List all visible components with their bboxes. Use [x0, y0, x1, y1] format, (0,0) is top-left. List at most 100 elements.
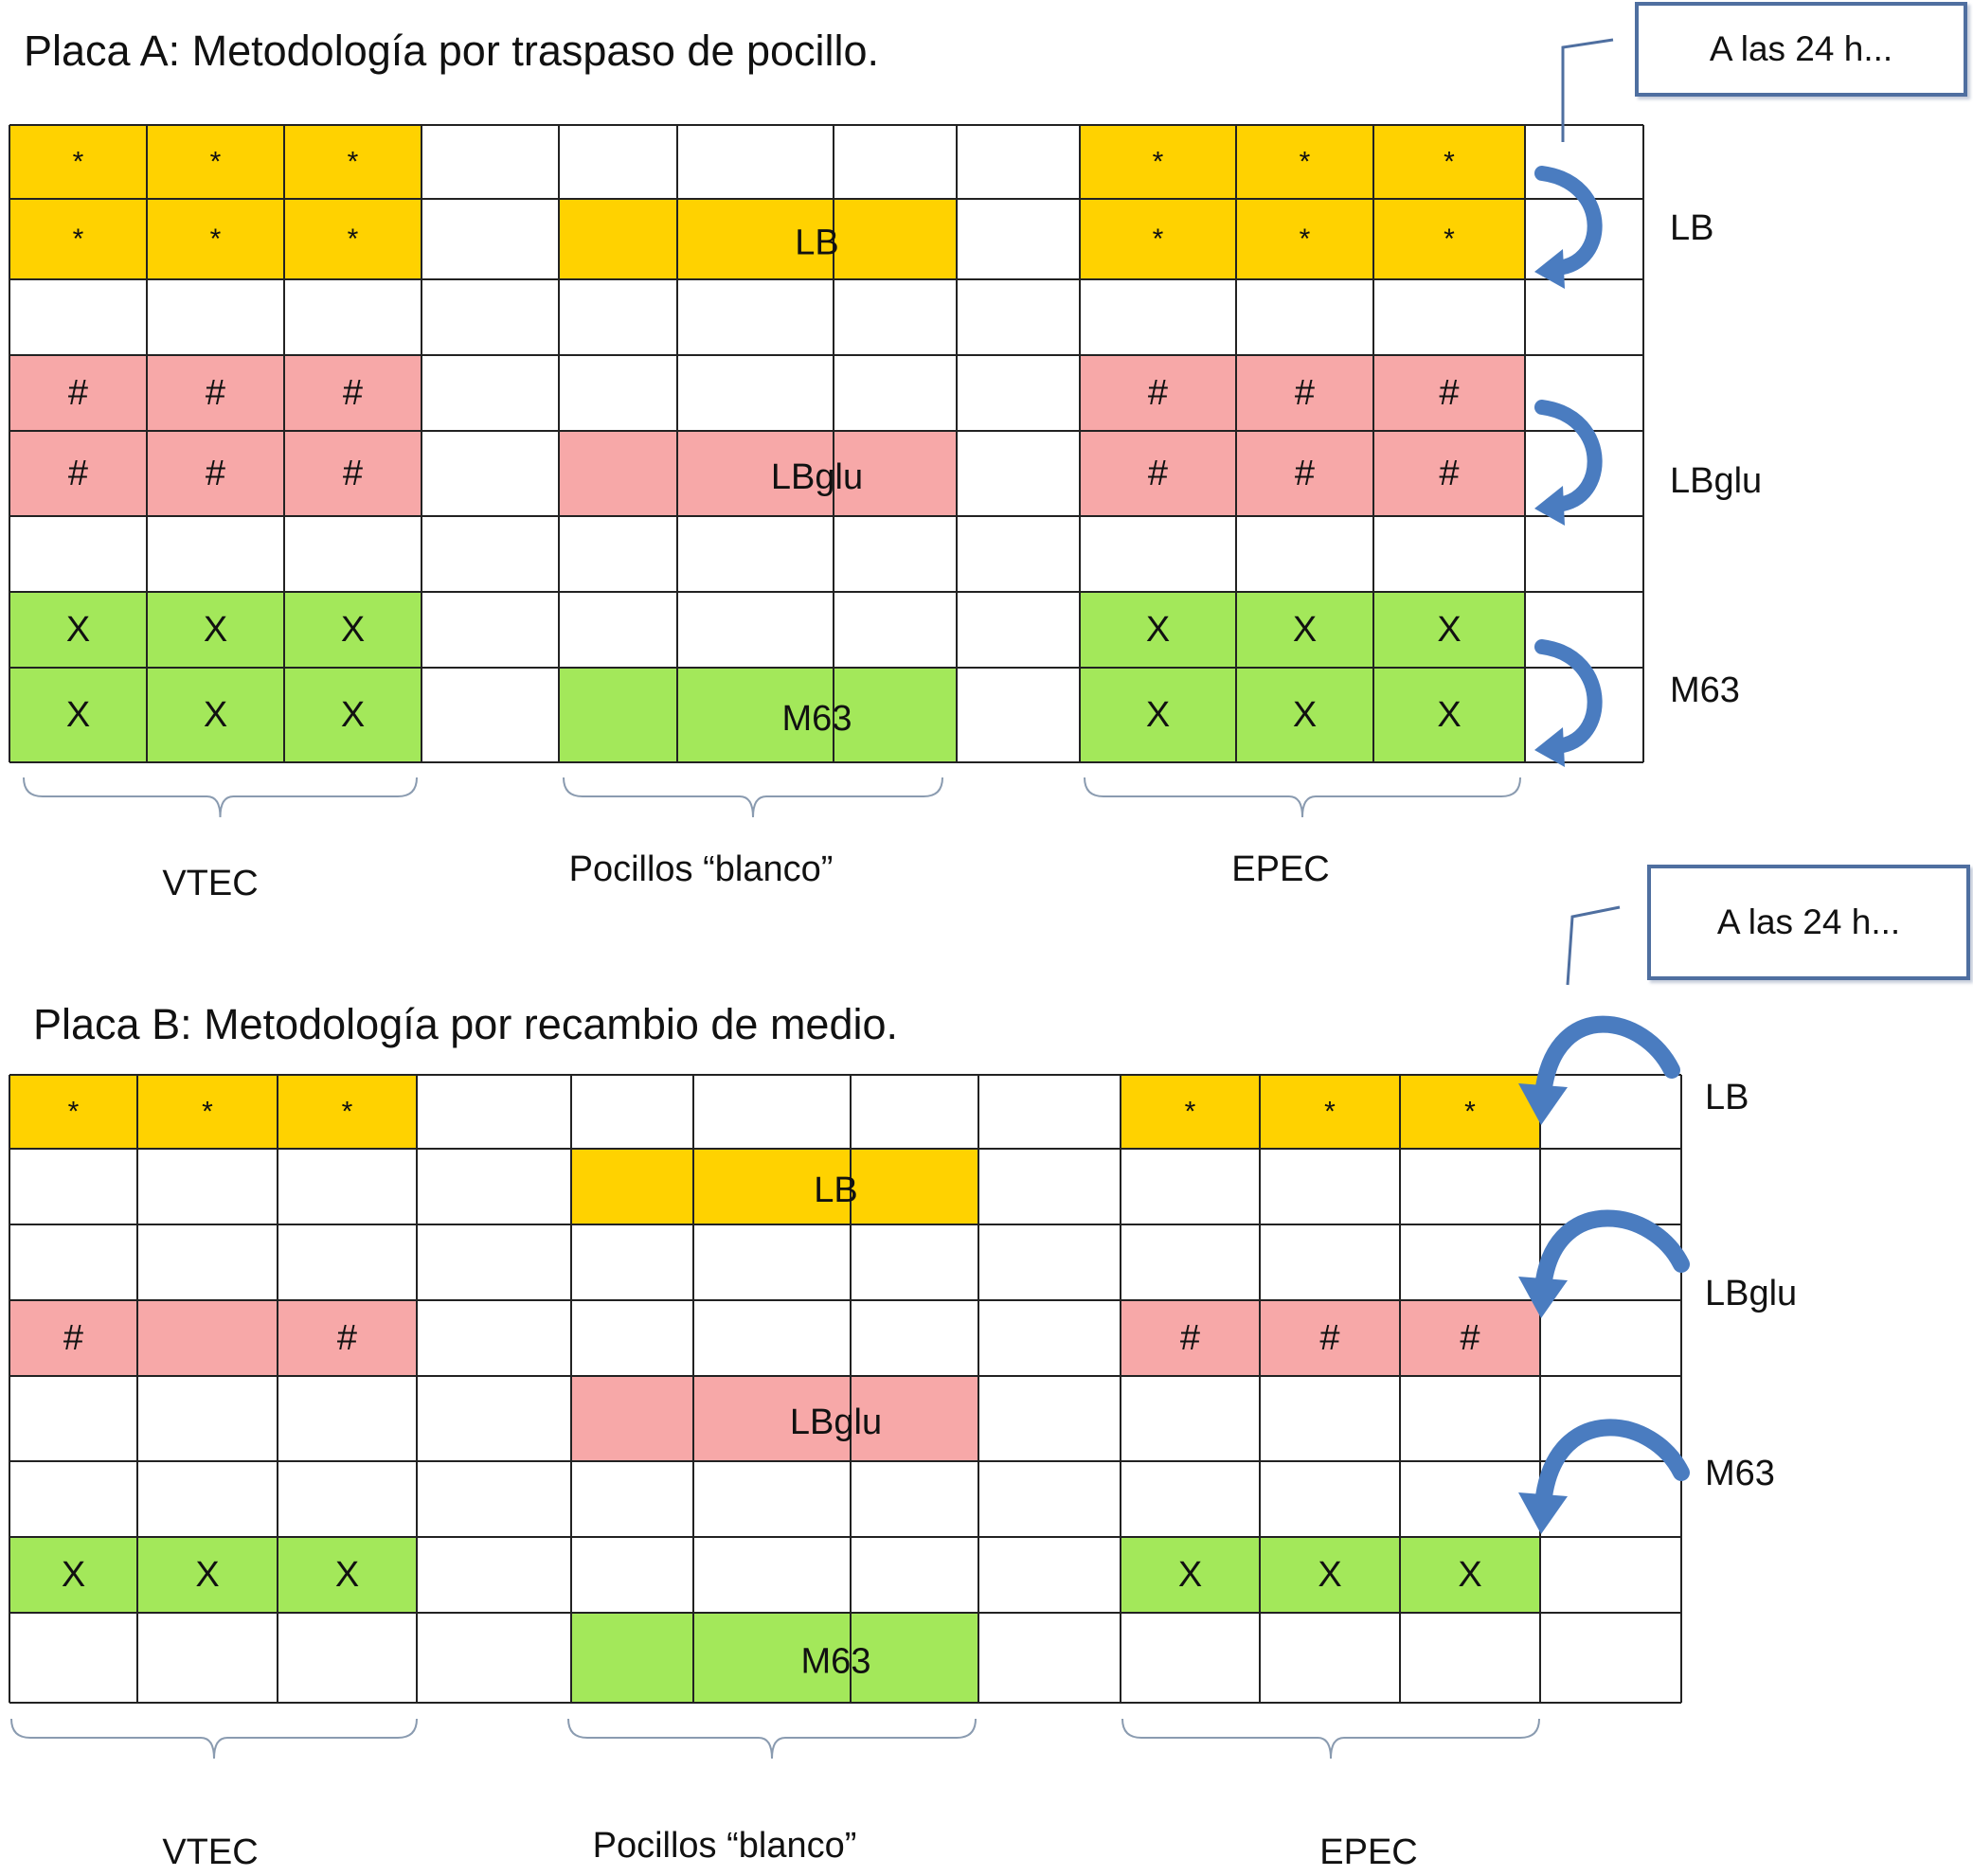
plate_b-well-mark-lbglu: #: [63, 1318, 83, 1358]
plate_b-well-mark-m63: X: [335, 1555, 359, 1595]
plate_a-well-mark-lb: *: [348, 223, 359, 255]
plate_a-well-mark-lb: *: [1153, 223, 1164, 255]
plate_a-well-mark-lbglu: #: [68, 454, 88, 493]
plate-b-row-label-lb: LB: [1705, 1078, 1749, 1117]
plate_b-blank-label-m63: M63: [801, 1642, 871, 1682]
plate_a-group-brace-blank: [563, 777, 943, 818]
plate-a-transfer-arrow-m63: [1534, 639, 1603, 755]
plate_a-fill-m63: [1080, 592, 1525, 668]
plate_a-well-mark-lb: *: [1300, 147, 1311, 178]
plate_b-fill-lbglu: [1121, 1300, 1540, 1376]
plate_a-fill-m63: [9, 668, 422, 762]
plate-b-group-vtec: VTEC: [162, 1832, 259, 1872]
plate_a-well-mark-lb: *: [73, 223, 84, 255]
plate_a-well-mark-m63: X: [1146, 610, 1170, 650]
plate_a-well-mark-lbglu: #: [68, 373, 88, 413]
plate_b-well-mark-lb: *: [68, 1097, 80, 1128]
plate_b-fill-lb: [571, 1149, 978, 1224]
plate_a-well-mark-lb: *: [73, 147, 84, 178]
plate_b-well-mark-lbglu: #: [1180, 1318, 1200, 1358]
plate_b-fill-m63: [571, 1613, 978, 1703]
plate-b-replace-arrow-m63: [1535, 1419, 1690, 1505]
plate_a-well-mark-m63: X: [341, 695, 365, 735]
plate_a-blank-label-lbglu: LBglu: [771, 457, 863, 497]
plate_b-well-mark-lbglu: #: [337, 1318, 357, 1358]
plate_a-well-mark-lb: *: [348, 147, 359, 178]
plate-a-transfer-arrow-m63-head: [1534, 727, 1565, 767]
plate_a-well-mark-lbglu: #: [1439, 454, 1459, 493]
plate_a-fill-lb: [9, 199, 422, 279]
plate_b-well-mark-lb: *: [342, 1097, 353, 1128]
plate_a-well-mark-lb: *: [1444, 147, 1455, 178]
plate_a-fill-lbglu: [559, 431, 957, 516]
plate-a-transfer-arrow-lbglu: [1534, 400, 1603, 513]
plate_a-well-mark-lbglu: #: [1148, 454, 1168, 493]
plate_b-well-mark-m63: X: [1318, 1555, 1341, 1595]
plate-b-row-label-lbglu: LBglu: [1705, 1274, 1798, 1313]
plate-a-group-blank: Pocillos “blanco”: [568, 849, 834, 889]
plate-b-title: Placa B: Metodología por recambio de med…: [33, 1000, 899, 1048]
plate_a-well-mark-lbglu: #: [1295, 373, 1315, 413]
plate_a-well-mark-lb: *: [1153, 147, 1164, 178]
plate_b-fill-m63: [9, 1537, 417, 1613]
plate_b-fill-lbglu: [571, 1376, 978, 1461]
plate-a-title: Placa A: Metodología por traspaso de poc…: [24, 27, 880, 75]
plate_a-blank-label-m63: M63: [782, 699, 852, 739]
plate_a-well-mark-lbglu: #: [1148, 373, 1168, 413]
plate_b-well-mark-lbglu: #: [1319, 1318, 1339, 1358]
plate_a-well-mark-m63: X: [1293, 695, 1317, 735]
plate-b-replace-arrow-lbglu-head: [1518, 1277, 1568, 1318]
plate_a-fill-lbglu: [1080, 431, 1525, 516]
plate_a-fill-lb: [9, 125, 422, 199]
plate_a-note-connector: [1561, 38, 1614, 142]
plate_a-group-brace-epec: [1084, 777, 1521, 818]
plate_b-well-mark-lb: *: [202, 1097, 213, 1128]
plate_a-fill-lb: [1080, 199, 1525, 279]
plate_b-group-brace-blank: [567, 1718, 977, 1760]
plate_a-fill-lbglu: [9, 355, 422, 431]
plate-b-replace-arrow-lb-head: [1518, 1083, 1568, 1125]
plate_a-fill-lb: [1080, 125, 1525, 199]
plate_a-well-mark-m63: X: [1293, 610, 1317, 650]
plate_b-note-connector: [1566, 905, 1621, 986]
plate-a-row-label-lb: LB: [1670, 208, 1714, 248]
plate_a-well-mark-m63: X: [204, 610, 227, 650]
plate-a-group-epec: EPEC: [1231, 849, 1330, 889]
plate-b-replace-arrow-lb: [1535, 1015, 1680, 1096]
plate_b-well-mark-lb: *: [1464, 1097, 1476, 1128]
plate-b-note-box: A las 24 h...: [1647, 865, 1970, 980]
plate_a-well-mark-m63: X: [1437, 610, 1461, 650]
plate_b-blank-label-lbglu: LBglu: [790, 1403, 882, 1442]
plate_b-well-mark-m63: X: [62, 1555, 85, 1595]
plate-a-note-box: A las 24 h...: [1635, 2, 1967, 97]
plate_a-well-mark-m63: X: [1146, 695, 1170, 735]
plate_b-fill-lb: [1121, 1075, 1540, 1149]
plate_a-well-mark-m63: X: [66, 695, 90, 735]
plate_b-well-mark-lb: *: [1324, 1097, 1336, 1128]
plate-a-row-label-lbglu: LBglu: [1670, 461, 1763, 501]
plate_a-fill-m63: [559, 668, 957, 762]
plate_a-well-mark-lbglu: #: [343, 454, 363, 493]
plate_a-well-mark-lb: *: [1300, 223, 1311, 255]
plate-a-transfer-arrow-lb-head: [1534, 249, 1565, 289]
plate_b-well-mark-lbglu: #: [1460, 1318, 1480, 1358]
plate-a-row-label-m63: M63: [1670, 670, 1740, 710]
plate_a-group-brace-vtec: [23, 777, 418, 818]
plate_a-fill-lb: [559, 199, 957, 279]
plate_a-blank-label-lb: LB: [795, 223, 838, 263]
plate_b-well-mark-m63: X: [1178, 1555, 1202, 1595]
plate-a-transfer-arrow-lbglu-head: [1534, 486, 1565, 526]
plate_b-well-mark-m63: X: [1458, 1555, 1481, 1595]
plate_a-well-mark-m63: X: [204, 695, 227, 735]
plate_b-group-brace-epec: [1121, 1718, 1540, 1760]
plate_a-well-mark-m63: X: [341, 610, 365, 650]
plate_a-well-mark-lb: *: [1444, 223, 1455, 255]
plate_b-well-mark-lb: *: [1185, 1097, 1196, 1128]
plate-b-replace-arrow-lbglu: [1535, 1209, 1690, 1289]
plate_a-well-mark-m63: X: [66, 610, 90, 650]
plate_a-well-mark-lbglu: #: [206, 373, 225, 413]
plate_b-fill-m63: [1121, 1537, 1540, 1613]
plate-b-replace-arrow-m63-head: [1518, 1492, 1568, 1534]
plate-b-group-epec: EPEC: [1319, 1832, 1418, 1872]
